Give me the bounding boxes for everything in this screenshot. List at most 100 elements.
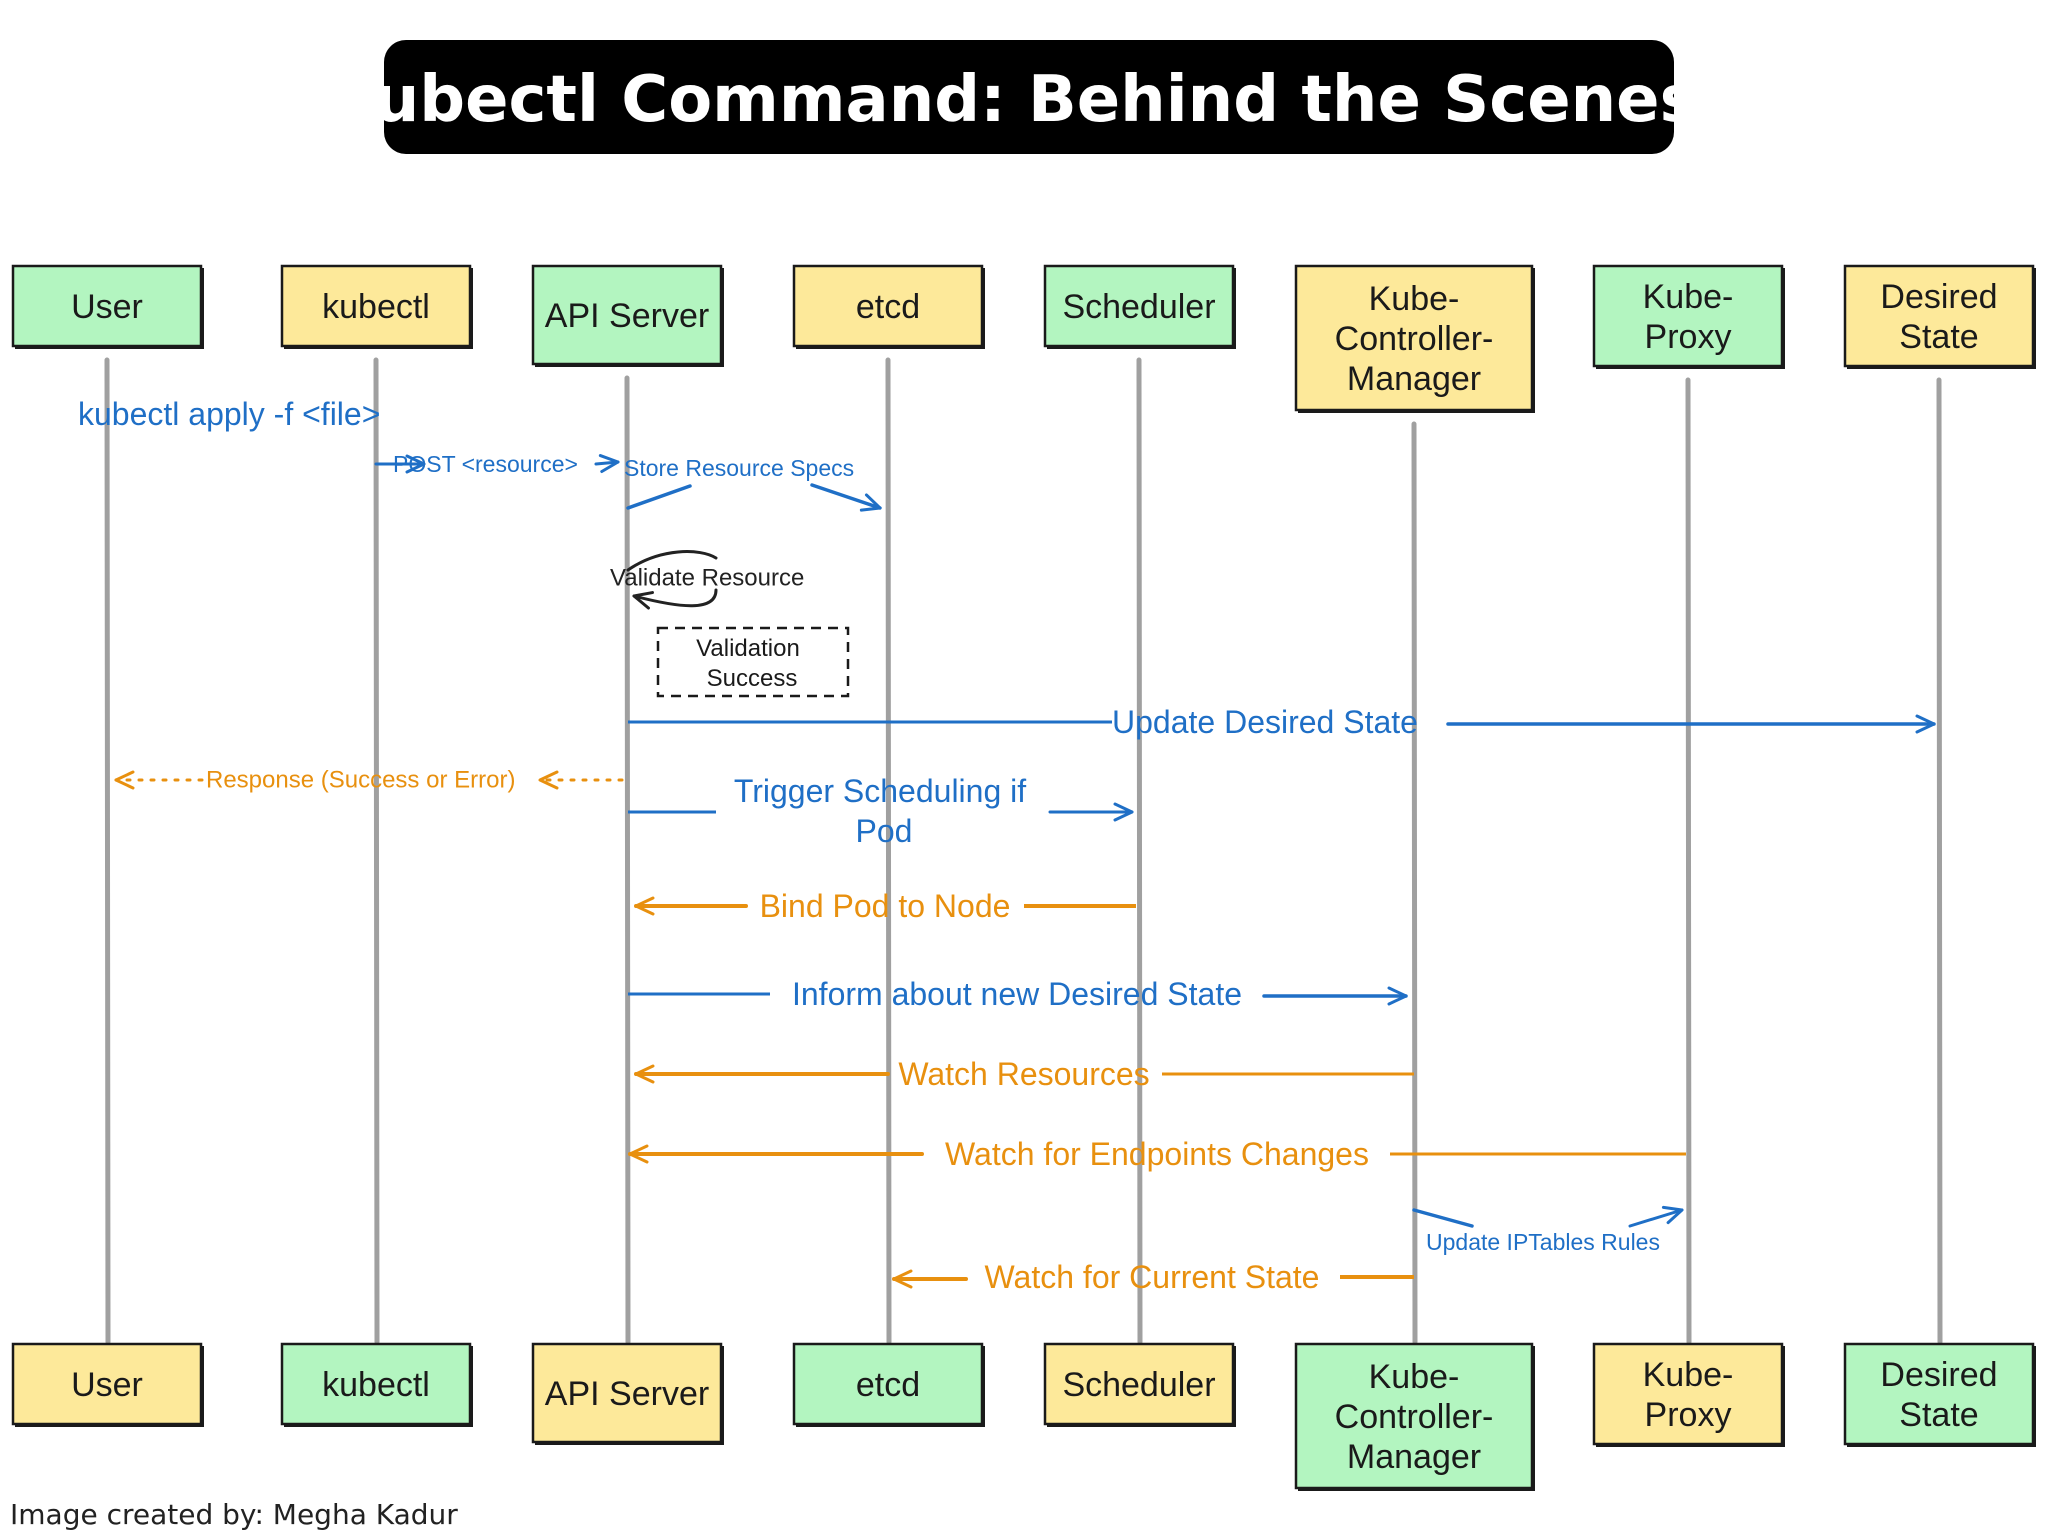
title-banner: kubectl Command: Behind the Scenes! [331, 40, 1727, 154]
participant-label: API Server [545, 1375, 709, 1413]
msg-watch-resources-label: Watch Resources [898, 1056, 1149, 1092]
participant-label: API Server [545, 297, 709, 335]
participant-label: Kube-Proxy [1643, 1356, 1734, 1434]
participant-box [1043, 264, 1235, 348]
participant-label-line: Kube- [1643, 1356, 1734, 1394]
participant-bottom-kubectl: kubectl [280, 1342, 473, 1427]
participant-label-line: Controller- [1335, 1398, 1494, 1436]
msg-line: Trigger Scheduling if [734, 773, 1026, 809]
participant-label-line: Kube- [1369, 1358, 1460, 1396]
participant-label-line: Proxy [1645, 318, 1732, 356]
msg-update-desired-state-label: Update Desired State [1112, 704, 1418, 740]
participant-label-line: State [1899, 1396, 1978, 1434]
lifelines [104, 357, 1943, 1345]
participant-bottom-kube-controller-manager: Kube-Controller-Manager [1294, 1342, 1535, 1491]
box-shadow-edge [1298, 1346, 1535, 1491]
participant-top-scheduler: Scheduler [1043, 264, 1236, 349]
participant-top-api-server: API Server [531, 264, 724, 367]
participant-bottom-kube-proxy: Kube-Proxy [1592, 1342, 1785, 1447]
msg-trigger-scheduling-label: Trigger Scheduling if Pod [734, 773, 1026, 849]
participant-box [531, 264, 723, 366]
participant-label-line: Manager [1347, 360, 1481, 398]
box-shadow-edge [1047, 1346, 1236, 1427]
participant-label-line: Proxy [1645, 1396, 1732, 1434]
lifeline-kube-controller-manager [1411, 421, 1418, 1345]
lifeline-desired-state [1936, 377, 1943, 1345]
participant-label-line: State [1899, 318, 1978, 356]
box-shadow-edge [796, 1346, 985, 1427]
participant-label: Kube-Controller-Manager [1335, 1358, 1494, 1476]
box-shadow-edge [284, 1346, 473, 1427]
msg-watch-endpoints-label: Watch for Endpoints Changes [945, 1136, 1369, 1172]
participant-label-line: Kube- [1369, 280, 1460, 318]
msg-watch-current-state-label: Watch for Current State [985, 1259, 1320, 1295]
participant-label: kubectl [322, 288, 430, 326]
participant-label: User [71, 288, 143, 326]
participant-top-etcd: etcd [792, 264, 985, 349]
lifeline-kube-proxy [1685, 377, 1692, 1345]
participant-top-desired-state: Desired State [1843, 264, 2036, 369]
lifeline-api-server [624, 375, 631, 1345]
msg-update-iptables-arrow [1628, 1205, 1684, 1228]
msg-post-resource-label: POST <resource> [393, 451, 578, 477]
box-shadow-edge [796, 268, 985, 349]
participant-label: kubectl [322, 1366, 430, 1404]
participant-bottom-scheduler: Scheduler [1043, 1342, 1236, 1427]
participant-label: etcd [856, 1366, 920, 1404]
participant-bottom-api-server: API Server [531, 1342, 724, 1445]
participant-box [1043, 1342, 1235, 1426]
participant-label-line: Controller- [1335, 320, 1494, 358]
msg-bind-pod-label: Bind Pod to Node [760, 888, 1011, 924]
msg-response-label: Response (Success or Error) [206, 767, 515, 794]
participant-box [280, 264, 472, 348]
box-shadow-edge [1847, 268, 2036, 369]
lifeline-user [104, 357, 111, 1345]
participant-label: Scheduler [1062, 1366, 1215, 1404]
msg-validate-resource-loop-bottom [632, 588, 718, 610]
msg-post-resource-arrow [594, 454, 620, 474]
participant-label-line: Desired [1880, 1356, 1997, 1394]
note-line: Validation [696, 635, 800, 662]
box-shadow-edge [15, 1346, 204, 1427]
msg-store-resource-specs-label: Store Resource Specs [624, 455, 854, 481]
participant-bottom-etcd: etcd [792, 1342, 985, 1427]
box-shadow-edge [15, 268, 204, 349]
image-credit: Image created by: Megha Kadur [10, 1498, 458, 1531]
participant-box [11, 264, 203, 348]
msg-validate-resource-loop-top [626, 550, 718, 572]
participant-label: Kube-Proxy [1643, 278, 1734, 356]
participant-bottom-desired-state: Desired State [1843, 1342, 2036, 1447]
participant-boxes: User User kubectl kubectl API Server API Serv… [11, 264, 2036, 1491]
box-shadow-edge [284, 268, 473, 349]
participant-box [1592, 1342, 1784, 1446]
box-shadow-edge [1596, 1346, 1785, 1447]
box-shadow-edge [1596, 268, 1785, 369]
participant-label: Desired State [1880, 1356, 1997, 1434]
participant-label: etcd [856, 288, 920, 326]
participant-box [792, 264, 984, 348]
participant-box [1294, 1342, 1534, 1490]
participant-label: Kube-Controller-Manager [1335, 280, 1494, 398]
msg-line: Pod [856, 813, 913, 849]
box-shadow-edge [535, 268, 724, 367]
lifeline-etcd [885, 357, 892, 1345]
lifeline-scheduler [1136, 357, 1143, 1345]
note-validation-success-label: Validation Success [696, 635, 800, 692]
note-validation-success [656, 626, 850, 698]
participant-label-line: Desired [1880, 278, 1997, 316]
box-shadow-edge [1847, 1346, 2036, 1447]
participant-top-kube-controller-manager: Kube-Controller-Manager [1294, 264, 1535, 413]
page-title: kubectl Command: Behind the Scenes! [331, 63, 1727, 137]
participant-bottom-user: User [11, 1342, 204, 1427]
participant-label-line: Manager [1347, 1438, 1481, 1476]
msg-store-resource-specs-arrow [810, 483, 882, 512]
participant-label-line: Kube- [1643, 278, 1734, 316]
title-background [384, 40, 1674, 154]
participant-box [1843, 264, 2035, 368]
participant-box [1843, 1342, 2035, 1446]
participant-label: User [71, 1366, 143, 1404]
msg-store-resource-specs-lead [626, 484, 692, 510]
participant-box [1592, 264, 1784, 368]
box-shadow-edge [1047, 268, 1236, 349]
